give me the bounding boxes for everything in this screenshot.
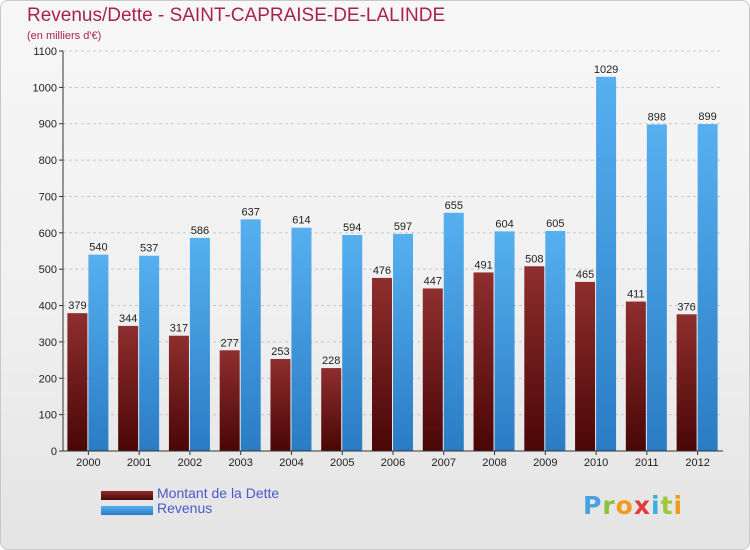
- data-label-revenue: 898: [648, 111, 666, 123]
- data-label-debt: 253: [271, 346, 289, 358]
- data-label-revenue: 637: [242, 206, 260, 218]
- data-label-revenue: 597: [394, 221, 412, 233]
- bars: 379 540 344 537 317 586 277 637 253 614 228 594 476 5…: [67, 64, 718, 452]
- y-tick-label: 0: [51, 446, 57, 458]
- x-tick-label: 2006: [381, 457, 405, 469]
- bar-debt: [321, 368, 342, 451]
- bar-revenue: [342, 235, 363, 451]
- data-label-revenue: 605: [546, 218, 564, 230]
- data-label-revenue: 540: [89, 242, 107, 254]
- y-tick-label: 700: [39, 191, 57, 203]
- proxiti-logo: Proxiti: [583, 491, 684, 520]
- bar-debt: [372, 277, 392, 451]
- bar-revenue: [393, 233, 413, 451]
- x-tick-label: 2009: [533, 457, 557, 469]
- data-label-debt: 447: [424, 275, 442, 287]
- data-label-revenue: 537: [140, 243, 158, 255]
- bar-debt: [67, 313, 88, 451]
- bar-revenue: [494, 231, 515, 451]
- x-tick-label: 2010: [584, 457, 608, 469]
- legend-label-debt: Montant de la Dette: [157, 485, 280, 501]
- y-tick-label: 200: [39, 373, 57, 385]
- data-label-debt: 228: [322, 355, 340, 367]
- bar-debt: [270, 359, 291, 451]
- data-label-revenue: 899: [698, 111, 716, 123]
- bar-revenue: [88, 254, 109, 451]
- bar-debt: [524, 266, 545, 451]
- data-label-debt: 465: [576, 269, 594, 281]
- x-tick-label: 2011: [635, 457, 659, 469]
- data-label-revenue: 594: [343, 222, 361, 234]
- data-label-revenue: 1029: [594, 64, 618, 76]
- data-label-debt: 277: [221, 337, 239, 349]
- bar-debt: [625, 301, 646, 451]
- y-tick-label: 300: [39, 337, 57, 349]
- data-label-debt: 411: [627, 289, 645, 301]
- data-label-revenue: 586: [191, 225, 209, 237]
- bar-revenue: [646, 124, 667, 452]
- bar-debt: [676, 314, 697, 451]
- legend-swatch-debt: [101, 491, 153, 500]
- x-tick-label: 2002: [178, 457, 202, 469]
- y-tick-label: 1000: [33, 82, 57, 94]
- data-label-debt: 491: [474, 259, 492, 271]
- bar-revenue: [443, 212, 464, 451]
- y-tick-label: 400: [39, 301, 57, 313]
- data-label-debt: 317: [170, 323, 188, 335]
- bar-debt: [219, 350, 240, 451]
- data-label-debt: 344: [119, 313, 137, 325]
- bar-debt: [575, 281, 596, 451]
- x-tick-label: 2005: [330, 457, 354, 469]
- bar-revenue: [596, 76, 617, 452]
- axes: 0 100 200 300 400 500 600 700 800 900 1000 1100 2000…: [33, 46, 723, 469]
- y-tick-label: 900: [39, 119, 57, 131]
- y-tick-label: 100: [39, 410, 57, 422]
- x-tick-label: 2000: [76, 457, 100, 469]
- chart-subtitle: (en milliers d'€): [27, 30, 102, 42]
- bar-debt: [422, 288, 443, 451]
- bar-debt: [473, 272, 494, 451]
- y-tick-label: 600: [39, 228, 57, 240]
- x-tick-label: 2004: [279, 457, 303, 469]
- y-tick-label: 1100: [33, 46, 57, 58]
- bar-revenue: [545, 231, 566, 451]
- y-tick-label: 800: [39, 155, 57, 167]
- bar-revenue: [291, 227, 312, 451]
- data-label-revenue: 604: [495, 218, 513, 230]
- bar-debt: [118, 325, 139, 451]
- legend-swatch-revenue: [101, 506, 153, 515]
- data-label-revenue: 614: [292, 215, 310, 227]
- data-label-debt: 508: [525, 253, 543, 265]
- data-label-debt: 379: [68, 300, 86, 312]
- x-tick-label: 2001: [127, 457, 151, 469]
- legend-label-revenue: Revenus: [157, 500, 213, 516]
- bar-revenue: [139, 255, 160, 451]
- chart-title: Revenus/Dette - SAINT-CAPRAISE-DE-LALIND…: [27, 5, 446, 26]
- x-tick-label: 2007: [432, 457, 456, 469]
- x-tick-label: 2012: [685, 457, 709, 469]
- x-tick-label: 2008: [482, 457, 506, 469]
- y-tick-label: 500: [39, 264, 57, 276]
- data-label-debt: 476: [373, 265, 391, 277]
- bar-debt: [168, 335, 189, 451]
- data-label-revenue: 655: [445, 200, 463, 212]
- data-label-debt: 376: [677, 301, 695, 313]
- bar-revenue: [240, 219, 261, 451]
- x-tick-label: 2003: [228, 457, 252, 469]
- bar-revenue: [697, 124, 718, 451]
- bar-revenue: [189, 237, 210, 451]
